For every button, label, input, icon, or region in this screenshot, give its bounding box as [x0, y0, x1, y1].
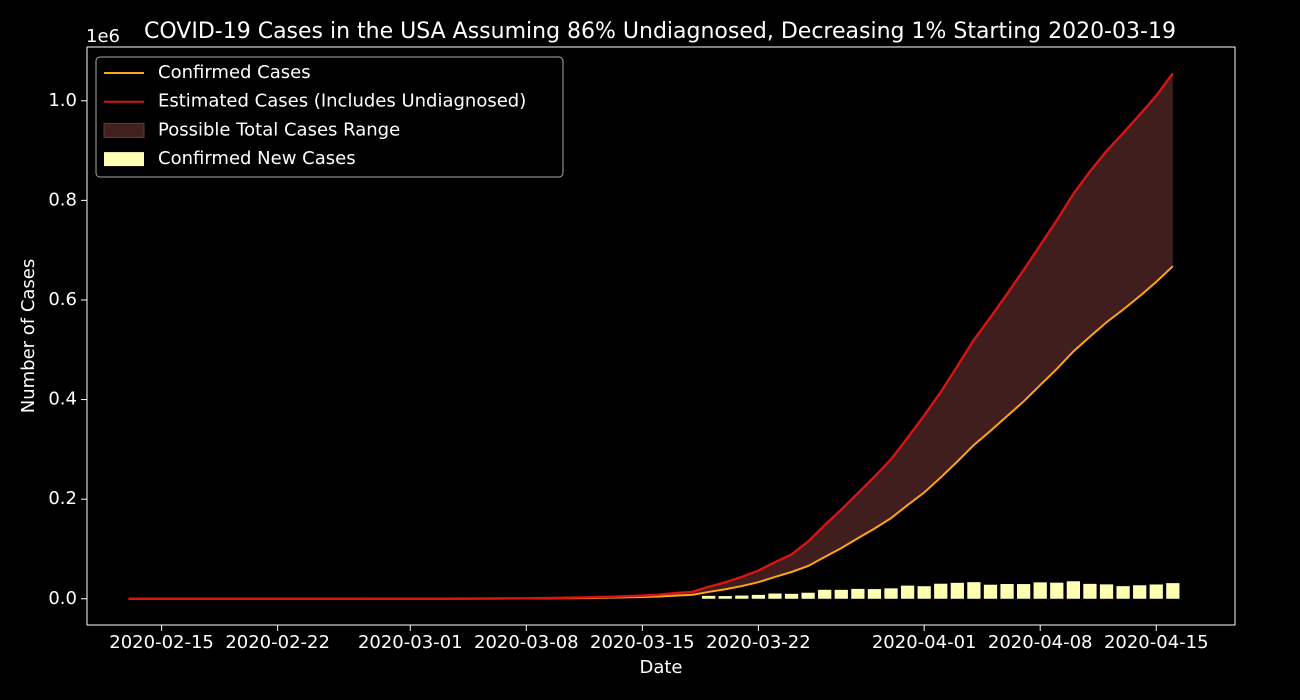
line — [128, 72, 1174, 600]
bar — [1033, 582, 1047, 599]
bar — [735, 595, 749, 599]
x-tick-label: 2020-04-08 — [988, 632, 1093, 653]
range-area — [128, 73, 1173, 599]
legend-box — [95, 56, 564, 178]
bar — [751, 594, 766, 599]
x-tick-label: 2020-02-15 — [109, 632, 214, 653]
bar — [900, 585, 915, 599]
y-tick-label: 0.6 — [48, 289, 77, 310]
bar — [768, 593, 782, 599]
x-tick-label: 2020-03-15 — [590, 632, 695, 653]
y-tick-label: 1.0 — [48, 90, 77, 111]
y-tick-label: 0.0 — [48, 588, 77, 609]
bar — [917, 586, 931, 599]
bar — [884, 588, 898, 599]
y-tick-label: 0.8 — [48, 189, 77, 210]
bar — [1116, 586, 1130, 599]
legend-swatch — [104, 152, 144, 167]
bar — [1133, 585, 1147, 599]
x-tick-label: 2020-04-01 — [872, 632, 977, 653]
y-offset-label: 1e6 — [86, 26, 120, 47]
bar — [1017, 584, 1031, 599]
x-tick-label: 2020-03-08 — [474, 632, 579, 653]
x-tick-label: 2020-02-22 — [225, 632, 330, 653]
legend-label: Possible Total Cases Range — [158, 119, 400, 140]
bar — [867, 589, 882, 599]
plot-frame — [86, 46, 1236, 626]
chart-title: COVID-19 Cases in the USA Assuming 86% U… — [144, 19, 1176, 44]
bar — [834, 589, 848, 599]
bar — [1000, 584, 1014, 599]
x-axis-label: Date — [639, 657, 682, 678]
x-tick-label: 2020-03-01 — [358, 632, 463, 653]
legend-label: Confirmed New Cases — [158, 148, 356, 169]
bar — [967, 582, 981, 599]
bar — [801, 592, 815, 599]
bar — [1166, 583, 1180, 599]
y-tick-label: 0.4 — [48, 389, 77, 410]
bar — [934, 583, 948, 599]
bar — [702, 595, 716, 599]
bar — [1050, 582, 1064, 599]
bar — [1149, 584, 1163, 599]
bar — [718, 596, 732, 599]
bar — [1066, 581, 1080, 599]
bar — [851, 588, 865, 599]
bar — [950, 582, 964, 599]
legend-label: Estimated Cases (Includes Undiagnosed) — [158, 91, 526, 112]
x-tick-label: 2020-04-15 — [1104, 632, 1209, 653]
bar — [1099, 584, 1114, 599]
bar — [983, 584, 998, 599]
x-tick-label: 2020-03-22 — [706, 632, 811, 653]
legend-swatch — [103, 122, 145, 138]
bar — [1083, 583, 1097, 599]
y-axis-label: Number of Cases — [18, 259, 39, 414]
y-tick-label: 0.2 — [48, 488, 77, 509]
bar — [784, 593, 799, 599]
bar — [818, 589, 832, 599]
legend-label: Confirmed Cases — [158, 62, 311, 83]
